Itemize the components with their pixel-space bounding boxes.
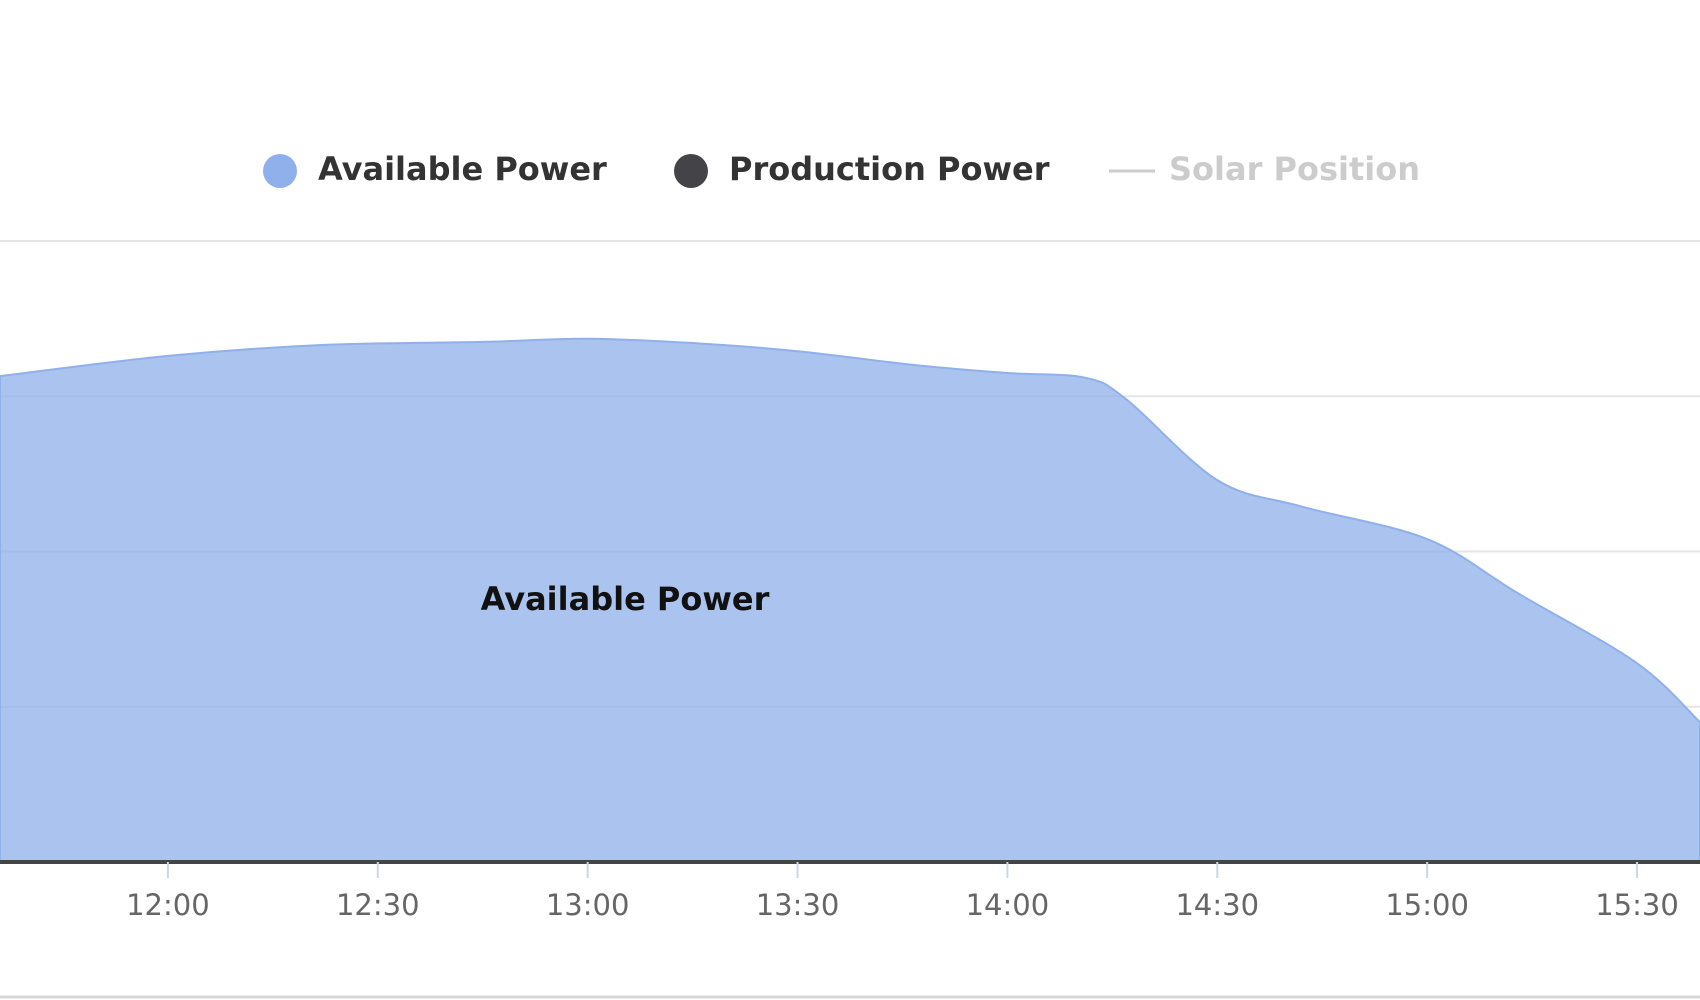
- legend: Available Power Production Power Solar Pos…: [263, 150, 1420, 188]
- x-tick-label: 14:30: [1175, 888, 1259, 922]
- area: [0, 337, 1700, 863]
- x-tick-label: 13:00: [546, 888, 630, 922]
- x-tick-label: 13:30: [756, 888, 840, 922]
- x-tick-label: 12:00: [126, 888, 210, 922]
- legend-item: Solar Position: [1169, 150, 1420, 188]
- legend-symbol: [674, 154, 708, 188]
- legend-item: Available Power: [318, 150, 607, 188]
- x-tick-label: 15:30: [1595, 888, 1679, 922]
- x-tick-label: 14:00: [966, 888, 1050, 922]
- data-label: Available Power: [481, 580, 770, 618]
- x-tick-label: 15:00: [1385, 888, 1469, 922]
- legend-symbol: [263, 154, 297, 188]
- x-tick-label: 12:30: [336, 888, 420, 922]
- legend-item: Production Power: [729, 150, 1050, 188]
